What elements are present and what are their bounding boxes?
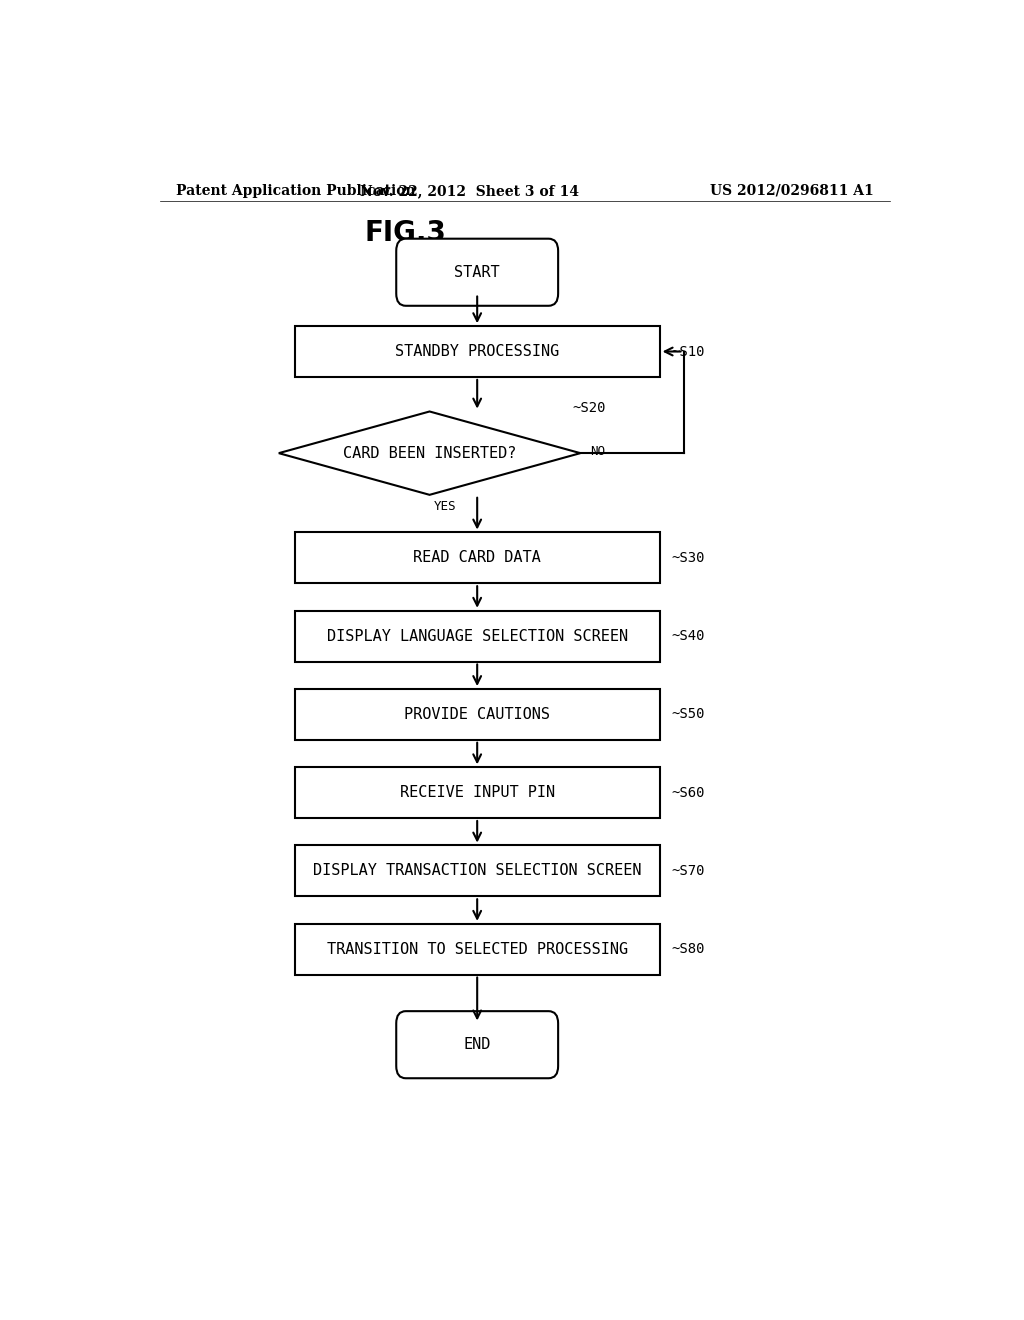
FancyBboxPatch shape [396,1011,558,1078]
Text: ~S30: ~S30 [672,550,706,565]
Text: Patent Application Publication: Patent Application Publication [176,183,416,198]
Text: FIG.3: FIG.3 [365,219,446,247]
Text: ~S50: ~S50 [672,708,706,721]
Text: ~S10: ~S10 [672,345,706,359]
Text: DISPLAY TRANSACTION SELECTION SCREEN: DISPLAY TRANSACTION SELECTION SCREEN [313,863,641,878]
FancyBboxPatch shape [295,689,659,739]
FancyBboxPatch shape [396,239,558,306]
FancyBboxPatch shape [295,611,659,661]
Text: PROVIDE CAUTIONS: PROVIDE CAUTIONS [404,708,550,722]
Text: ~S40: ~S40 [672,630,706,643]
Text: STANDBY PROCESSING: STANDBY PROCESSING [395,345,559,359]
FancyBboxPatch shape [295,767,659,818]
Text: CARD BEEN INSERTED?: CARD BEEN INSERTED? [343,446,516,461]
Text: START: START [455,265,500,280]
FancyBboxPatch shape [295,532,659,583]
Text: ~S70: ~S70 [672,863,706,878]
Text: DISPLAY LANGUAGE SELECTION SCREEN: DISPLAY LANGUAGE SELECTION SCREEN [327,628,628,644]
Text: YES: YES [433,500,456,513]
Text: ~S60: ~S60 [672,785,706,800]
Text: ~S80: ~S80 [672,942,706,956]
Text: END: END [464,1038,490,1052]
Text: Nov. 22, 2012  Sheet 3 of 14: Nov. 22, 2012 Sheet 3 of 14 [359,183,579,198]
Text: READ CARD DATA: READ CARD DATA [414,550,541,565]
FancyBboxPatch shape [295,326,659,378]
Polygon shape [279,412,581,495]
FancyBboxPatch shape [295,924,659,974]
Text: US 2012/0296811 A1: US 2012/0296811 A1 [711,183,873,198]
Text: NO: NO [590,445,605,458]
Text: ~S20: ~S20 [572,401,606,416]
Text: TRANSITION TO SELECTED PROCESSING: TRANSITION TO SELECTED PROCESSING [327,941,628,957]
FancyBboxPatch shape [295,846,659,896]
Text: RECEIVE INPUT PIN: RECEIVE INPUT PIN [399,785,555,800]
